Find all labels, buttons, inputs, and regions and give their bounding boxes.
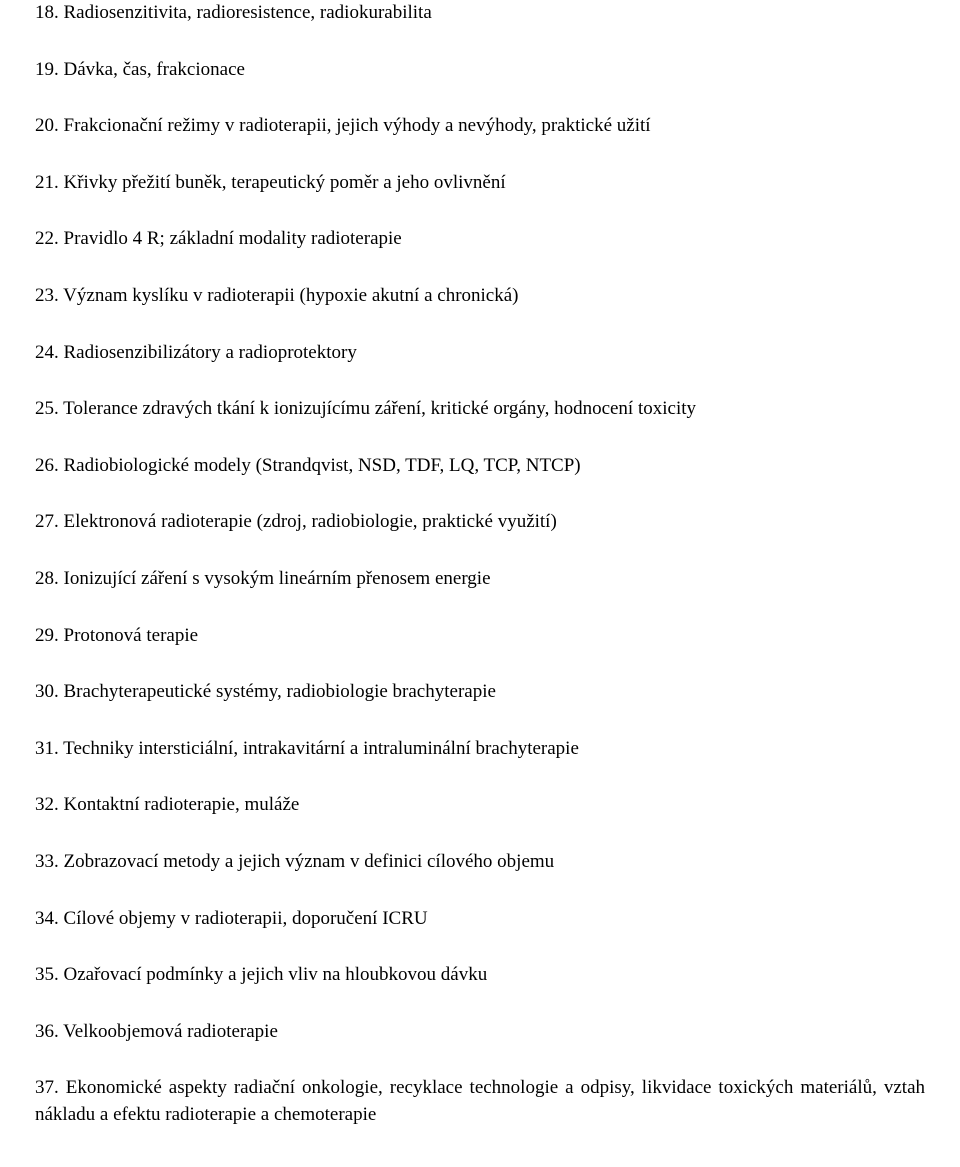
list-item: 26. Radiobiologické modely (Strandqvist,… bbox=[35, 453, 925, 480]
item-number: 26 bbox=[35, 455, 54, 476]
item-text: Tolerance zdravých tkání k ionizujícímu … bbox=[63, 398, 696, 419]
list-item: 36. Velkoobjemová radioterapie bbox=[35, 1019, 925, 1046]
item-text: Zobrazovací metody a jejich význam v def… bbox=[64, 851, 555, 872]
item-number: 22 bbox=[35, 228, 54, 249]
item-number: 23 bbox=[35, 285, 54, 306]
item-text: Radiosenzitivita, radioresistence, radio… bbox=[64, 2, 432, 23]
item-number: 19 bbox=[35, 59, 54, 80]
item-text: Ionizující záření s vysokým lineárním př… bbox=[64, 568, 491, 589]
list-item: 22. Pravidlo 4 R; základní modality radi… bbox=[35, 226, 925, 253]
item-text: Techniky intersticiální, intrakavitární … bbox=[63, 738, 579, 759]
list-item: 21. Křivky přežití buněk, terapeutický p… bbox=[35, 170, 925, 197]
item-text: Křivky přežití buněk, terapeutický poměr… bbox=[64, 172, 506, 193]
item-text: Frakcionační režimy v radioterapii, jeji… bbox=[64, 115, 651, 136]
list-item: 20. Frakcionační režimy v radioterapii, … bbox=[35, 113, 925, 140]
list-item: 30. Brachyterapeutické systémy, radiobio… bbox=[35, 679, 925, 706]
list-item: 27. Elektronová radioterapie (zdroj, rad… bbox=[35, 509, 925, 536]
list-item: 28. Ionizující záření s vysokým lineární… bbox=[35, 566, 925, 593]
item-number: 31 bbox=[35, 738, 54, 759]
item-text: Dávka, čas, frakcionace bbox=[64, 59, 245, 80]
item-number: 29 bbox=[35, 625, 54, 646]
item-number: 37 bbox=[35, 1077, 54, 1098]
item-text: Cílové objemy v radioterapii, doporučení… bbox=[64, 908, 428, 929]
item-text: Význam kyslíku v radioterapii (hypoxie a… bbox=[63, 285, 518, 306]
item-text: Radiosenzibilizátory a radioprotektory bbox=[64, 342, 357, 363]
item-number: 28 bbox=[35, 568, 54, 589]
item-text: Pravidlo 4 R; základní modality radioter… bbox=[64, 228, 402, 249]
item-number: 30 bbox=[35, 681, 54, 702]
list-item: 32. Kontaktní radioterapie, muláže bbox=[35, 792, 925, 819]
item-text: Radiobiologické modely (Strandqvist, NSD… bbox=[64, 455, 581, 476]
item-text: Elektronová radioterapie (zdroj, radiobi… bbox=[64, 511, 557, 532]
item-number: 35 bbox=[35, 964, 54, 985]
item-text: Protonová terapie bbox=[64, 625, 199, 646]
list-item: 31. Techniky intersticiální, intrakavitá… bbox=[35, 736, 925, 763]
item-number: 33 bbox=[35, 851, 54, 872]
list-item: 19. Dávka, čas, frakcionace bbox=[35, 57, 925, 84]
item-text: Brachyterapeutické systémy, radiobiologi… bbox=[64, 681, 496, 702]
list-item: 33. Zobrazovací metody a jejich význam v… bbox=[35, 849, 925, 876]
item-number: 36 bbox=[35, 1021, 54, 1042]
item-text: Kontaktní radioterapie, muláže bbox=[64, 794, 300, 815]
item-text: Ozařovací podmínky a jejich vliv na hlou… bbox=[64, 964, 488, 985]
list-item: 34. Cílové objemy v radioterapii, doporu… bbox=[35, 906, 925, 933]
list-item: 18. Radiosenzitivita, radioresistence, r… bbox=[35, 0, 925, 27]
list-item: 24. Radiosenzibilizátory a radioprotekto… bbox=[35, 340, 925, 367]
list-item: 35. Ozařovací podmínky a jejich vliv na … bbox=[35, 962, 925, 989]
item-number: 21 bbox=[35, 172, 54, 193]
item-number: 25 bbox=[35, 398, 54, 419]
item-text: Velkoobjemová radioterapie bbox=[63, 1021, 278, 1042]
list-item: 29. Protonová terapie bbox=[35, 623, 925, 650]
item-number: 32 bbox=[35, 794, 54, 815]
item-number: 27 bbox=[35, 511, 54, 532]
item-text: Ekonomické aspekty radiační onkologie, r… bbox=[35, 1077, 925, 1125]
item-number: 18 bbox=[35, 2, 54, 23]
numbered-list: 18. Radiosenzitivita, radioresistence, r… bbox=[35, 0, 925, 1158]
list-item: 23. Význam kyslíku v radioterapii (hypox… bbox=[35, 283, 925, 310]
list-item: 25. Tolerance zdravých tkání k ionizujíc… bbox=[35, 396, 925, 423]
item-number: 24 bbox=[35, 342, 54, 363]
list-item: 37. Ekonomické aspekty radiační onkologi… bbox=[35, 1075, 925, 1128]
item-number: 34 bbox=[35, 908, 54, 929]
item-number: 20 bbox=[35, 115, 54, 136]
